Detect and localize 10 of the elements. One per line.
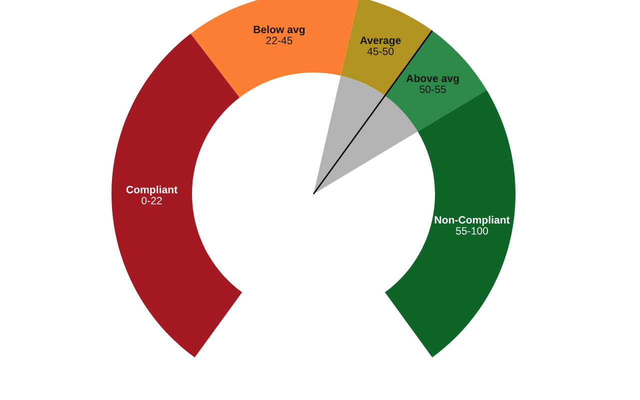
slice-label: Compliant (126, 186, 178, 196)
data-label: 50-55 (420, 86, 446, 94)
slice-label: Non-Compliant (434, 216, 510, 226)
data-label: 55-100 (456, 227, 488, 235)
slice-label: Above avg (406, 74, 459, 84)
data-label: 0-22 (142, 196, 162, 204)
slice-label: Below avg (254, 25, 305, 36)
data-label: 22-45 (266, 36, 292, 44)
slice-label: Average (360, 36, 401, 46)
data-label: 45-50 (367, 48, 394, 56)
